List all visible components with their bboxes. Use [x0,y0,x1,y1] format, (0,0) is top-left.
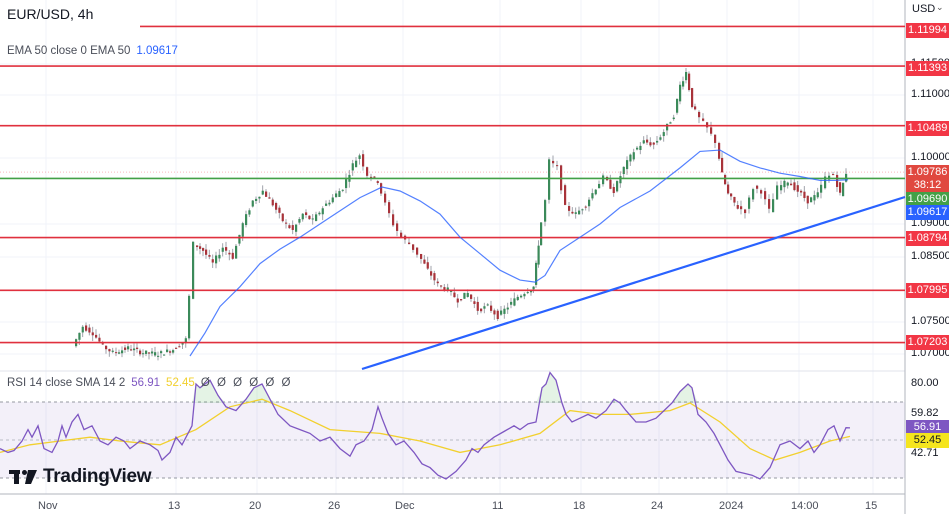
rsi-tick-label: 59.82 [911,407,939,419]
price-tick-label: 1.07000 [911,347,949,359]
tradingview-logo[interactable]: TradingView [9,466,152,488]
rsi-label: RSI 14 close SMA 14 2 [7,377,126,389]
ema-legend[interactable]: EMA 50 close 0 EMA 50 1.09617 [7,45,178,57]
rsi-null-values: Ø Ø Ø Ø Ø Ø [200,377,293,389]
logo-text: TradingView [43,466,152,487]
time-tick-label: 14:00 [791,500,819,512]
price-tag: 1.09690 [906,192,949,207]
symbol-title[interactable]: EUR/USD, 4h [7,6,94,22]
time-tick-label: 13 [168,500,181,512]
price-tag: 1.07203 [906,335,949,350]
time-tick-label: 26 [328,500,341,512]
currency-selector[interactable]: USD [912,3,936,15]
time-tick-label: 18 [573,500,586,512]
rsi-sma-line [0,398,851,461]
price-tick-label: 1.08500 [911,250,949,262]
time-tick-label: 20 [249,500,262,512]
rsi-tick-label: 42.71 [911,447,939,459]
price-tag: 1.08794 [906,231,949,246]
time-tick-label: Nov [38,500,58,512]
tradingview-logo-icon [9,470,37,484]
rsi-tick-label: 80.00 [911,377,939,389]
price-tag: 1.11994 [906,23,949,38]
rsi-sma-value: 52.45 [166,377,195,389]
price-tag: 1.10489 [906,121,949,136]
ema-50-line [189,149,849,357]
price-tag: 1.09786 38:12 [906,165,949,193]
price-tick-label: 1.11000 [911,88,949,100]
ema-value: 1.09617 [136,45,178,57]
chevron-down-icon[interactable]: ⌄ [936,2,944,12]
time-tick-label: 2024 [719,500,744,512]
ema-label: EMA 50 close 0 EMA 50 [7,45,131,57]
trendline [361,195,906,371]
price-tick-label: 1.09000 [911,217,949,229]
price-tag: 1.11393 [906,61,949,76]
rsi-value-tag: 52.45 [906,433,949,448]
time-tick-label: 15 [865,500,878,512]
rsi-legend[interactable]: RSI 14 close SMA 14 2 56.91 52.45 Ø Ø Ø Ø Ø… [7,377,292,389]
price-tag: 1.09617 [906,205,949,220]
rsi-value-tag: 56.91 [906,420,949,435]
time-tick-label: 11 [492,500,504,512]
time-tick-label: 24 [651,500,664,512]
price-tag: 1.07995 [906,283,949,298]
price-tick-label: 1.10000 [911,151,949,163]
rsi-line [0,371,851,480]
rsi-value: 56.91 [131,377,161,389]
time-tick-label: Dec [395,500,415,512]
bar-countdown: 38:12 [913,179,942,191]
price-tick-label: 1.07500 [911,315,949,327]
